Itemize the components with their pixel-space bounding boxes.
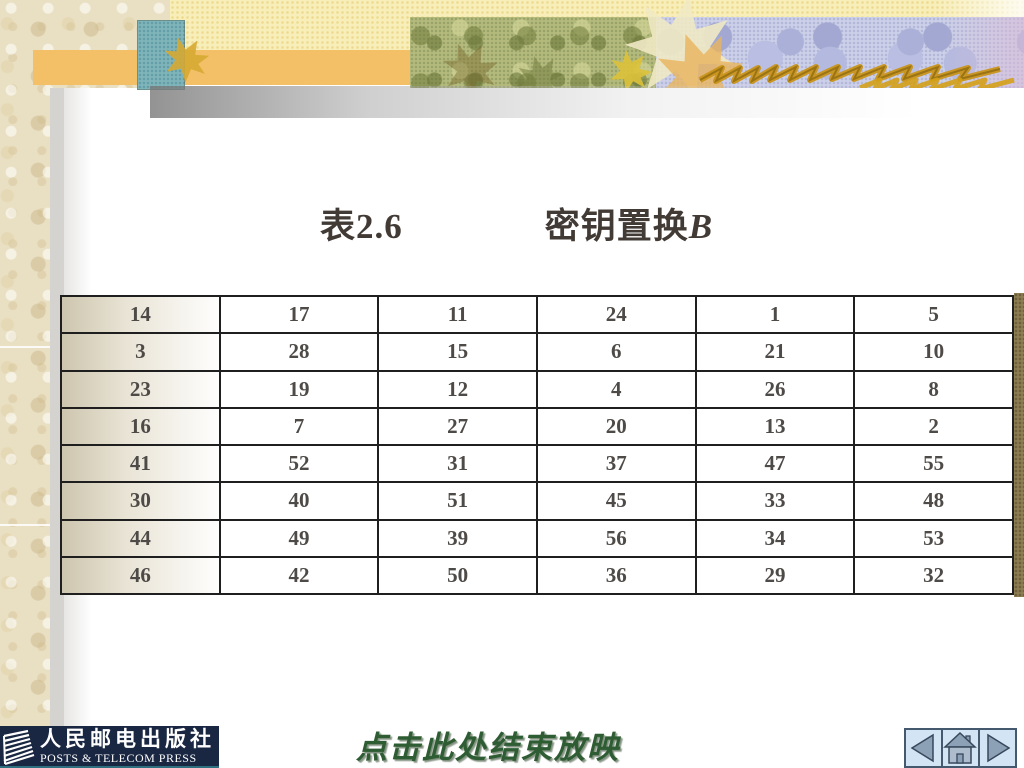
slide-navigation — [904, 728, 1017, 768]
table-cell: 5 — [853, 294, 1014, 335]
table-cell: 16 — [60, 406, 221, 447]
table-cell: 45 — [535, 481, 697, 521]
right-arrow-icon — [987, 733, 1011, 763]
divider-line — [0, 346, 50, 348]
publisher-name-en: POSTS & TELECOM PRESS — [40, 750, 197, 765]
table-cell: 41 — [60, 443, 221, 484]
next-slide-button[interactable] — [978, 728, 1017, 768]
publisher-name-cn: 人民邮电出版社 — [40, 726, 215, 751]
table-cell: 52 — [218, 443, 380, 484]
left-shadow-strip — [50, 86, 64, 768]
table-cell: 40 — [218, 481, 380, 521]
table-cell: 6 — [535, 332, 697, 372]
table-cell: 49 — [218, 518, 380, 558]
right-edge-texture — [1014, 293, 1024, 597]
permutation-table: 14 17 11 24 1 5 3 28 15 6 21 10 23 19 12 4 26 8 16 7 27 20 13 2… — [60, 294, 1014, 596]
table-cell: 36 — [535, 555, 697, 596]
previous-slide-button[interactable] — [904, 728, 943, 768]
banner-collage — [0, 0, 1024, 90]
table-cell: 37 — [535, 443, 697, 484]
home-icon — [943, 731, 977, 764]
table-row: 14 17 11 24 1 5 — [60, 294, 1014, 335]
table-cell: 56 — [535, 518, 697, 558]
table-cell: 33 — [694, 481, 856, 521]
table-cell: 34 — [694, 518, 856, 558]
table-cell: 42 — [218, 555, 380, 596]
table-cell: 17 — [218, 294, 380, 335]
table-cell: 31 — [377, 443, 538, 484]
table-cell: 15 — [377, 332, 538, 372]
table-row: 41 52 31 37 47 55 — [60, 443, 1014, 484]
table-cell: 20 — [535, 406, 697, 447]
table-row: 30 40 51 45 33 48 — [60, 481, 1014, 521]
banner-drop-shadow — [150, 86, 1024, 118]
table-cell: 50 — [377, 555, 538, 596]
table-cell: 11 — [377, 294, 538, 335]
table-cell: 53 — [853, 518, 1014, 558]
table-cell: 32 — [853, 555, 1014, 596]
table-row: 3 28 15 6 21 10 — [60, 332, 1014, 372]
table-row: 23 19 12 4 26 8 — [60, 369, 1014, 409]
table-cell: 29 — [694, 555, 856, 596]
left-arrow-icon — [910, 733, 934, 763]
banner-orange-band — [33, 50, 411, 85]
table-cell: 4 — [535, 369, 697, 409]
table-cell: 46 — [60, 555, 221, 596]
banner-teal-block — [137, 20, 185, 90]
table-cell: 19 — [218, 369, 380, 409]
table-cell: 2 — [853, 406, 1014, 447]
table-cell: 21 — [694, 332, 856, 372]
slide-title: 表2.6 密钥置换B — [320, 198, 713, 249]
book-stack-icon — [3, 729, 35, 765]
table-cell: 8 — [853, 369, 1014, 409]
table-cell: 13 — [694, 406, 856, 447]
table-cell: 27 — [377, 406, 538, 447]
table-cell: 10 — [853, 332, 1014, 372]
table-cell: 7 — [218, 406, 380, 447]
table-cell: 55 — [853, 443, 1014, 484]
table-cell: 30 — [60, 481, 221, 521]
banner-leaves-decoration — [155, 0, 1015, 88]
table-cell: 39 — [377, 518, 538, 558]
table-cell: 28 — [218, 332, 380, 372]
table-cell: 26 — [694, 369, 856, 409]
table-row: 44 49 39 56 34 53 — [60, 518, 1014, 558]
table-cell: 44 — [60, 518, 221, 558]
divider-line — [0, 524, 50, 526]
home-button[interactable] — [941, 728, 980, 768]
table-row: 16 7 27 20 13 2 — [60, 406, 1014, 447]
table-caption: 密钥置换B — [544, 207, 714, 246]
table-cell: 23 — [60, 369, 221, 409]
table-number: 表2.6 — [320, 207, 403, 246]
table-cell: 51 — [377, 481, 538, 521]
left-margin-texture — [0, 0, 50, 768]
table-cell: 3 — [60, 332, 221, 372]
table-cell: 14 — [60, 294, 221, 335]
table-cell: 48 — [853, 481, 1014, 521]
publisher-logo: 人民邮电出版社 POSTS & TELECOM PRESS — [0, 726, 219, 768]
table-cell: 1 — [694, 294, 856, 335]
end-show-link[interactable]: 点击此处结束放映 — [356, 730, 620, 765]
table-row: 46 42 50 36 29 32 — [60, 555, 1014, 596]
table-cell: 12 — [377, 369, 538, 409]
table-cell: 24 — [535, 294, 697, 335]
table-cell: 47 — [694, 443, 856, 484]
